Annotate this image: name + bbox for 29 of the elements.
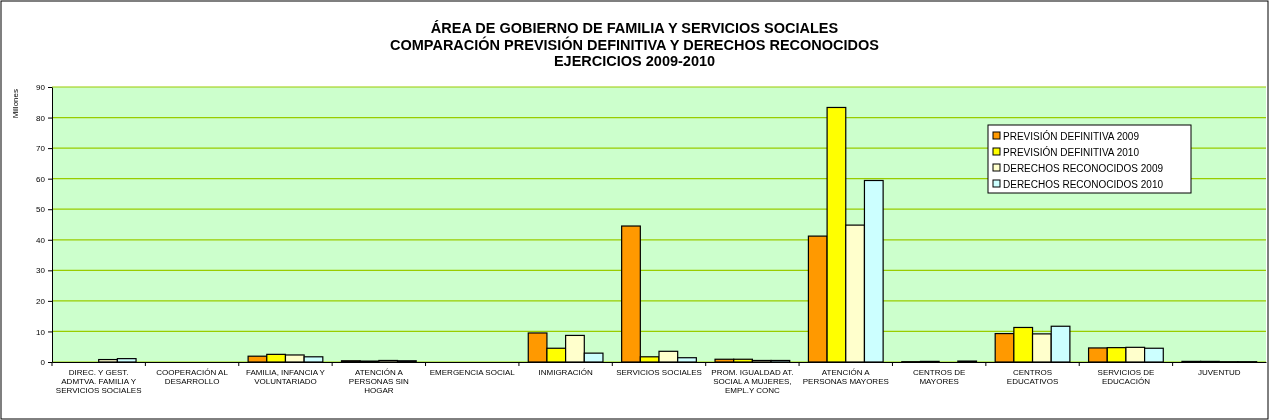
x-tick-label: SERVICIOS SOCIALES bbox=[616, 367, 702, 377]
y-tick-label: 70 bbox=[36, 144, 46, 154]
y-tick-label: 40 bbox=[36, 235, 46, 245]
legend-label: DERECHOS RECONOCIDOS 2010 bbox=[1003, 178, 1164, 190]
x-tick-label: SERVICIOS DE EDUCACIÓN bbox=[1097, 367, 1155, 386]
x-tick-label: INMIGRACIÓN bbox=[538, 367, 593, 377]
y-tick-label: 90 bbox=[36, 83, 46, 93]
y-tick-label: 50 bbox=[36, 205, 46, 215]
x-tick-label: PROM. IGUALDAD AT. SOCIAL A MUJERES, EMPL.Y CONC bbox=[711, 367, 794, 395]
legend-label: PREVISIÓN DEFINITIVA 2010 bbox=[1003, 145, 1140, 158]
y-tick-label: 80 bbox=[36, 113, 46, 123]
x-tick-label: EMERGENCIA SOCIAL bbox=[429, 367, 516, 377]
y-tick-label: 0 bbox=[40, 358, 46, 368]
legend-label: DERECHOS RECONOCIDOS 2009 bbox=[1003, 162, 1164, 174]
x-tick-label: JUVENTUD bbox=[1197, 367, 1241, 377]
legend-label: PREVISIÓN DEFINITIVA 2009 bbox=[1003, 129, 1140, 142]
x-tick-label: CENTROS DE MAYORES bbox=[912, 367, 966, 386]
chart-title: ÁREA DE GOBIERNO DE FAMILIA Y SERVICIOS SOCIALES COMPARACIÓN PREVISIÓN DEFINITIVA Y DERECHOS RECONOCIDOS EJERCICIOS 2009-2010 bbox=[389, 20, 880, 69]
x-tick-label: FAMILIA, INFANCIA Y VOLUNTARIADO bbox=[245, 367, 326, 386]
y-tick-label: 10 bbox=[36, 327, 46, 337]
y-tick-label: 30 bbox=[36, 266, 46, 276]
x-tick-label: DIREC. Y GEST. ADMTVA. FAMILIA Y SERVICIOS SOCIALES bbox=[55, 367, 142, 395]
x-tick-label: ATENCIÓN A PERSONAS MAYORES bbox=[802, 367, 889, 386]
x-tick-label: ATENCIÓN A PERSONAS SIN HOGAR bbox=[348, 367, 410, 395]
x-tick-label: COOPERACIÓN AL DESARROLLO bbox=[156, 367, 229, 386]
y-tick-label: 20 bbox=[36, 296, 46, 306]
x-tick-label: CENTROS EDUCATIVOS bbox=[1006, 367, 1059, 386]
y-axis-title: Millones bbox=[11, 89, 20, 119]
y-tick-label: 60 bbox=[36, 174, 46, 184]
